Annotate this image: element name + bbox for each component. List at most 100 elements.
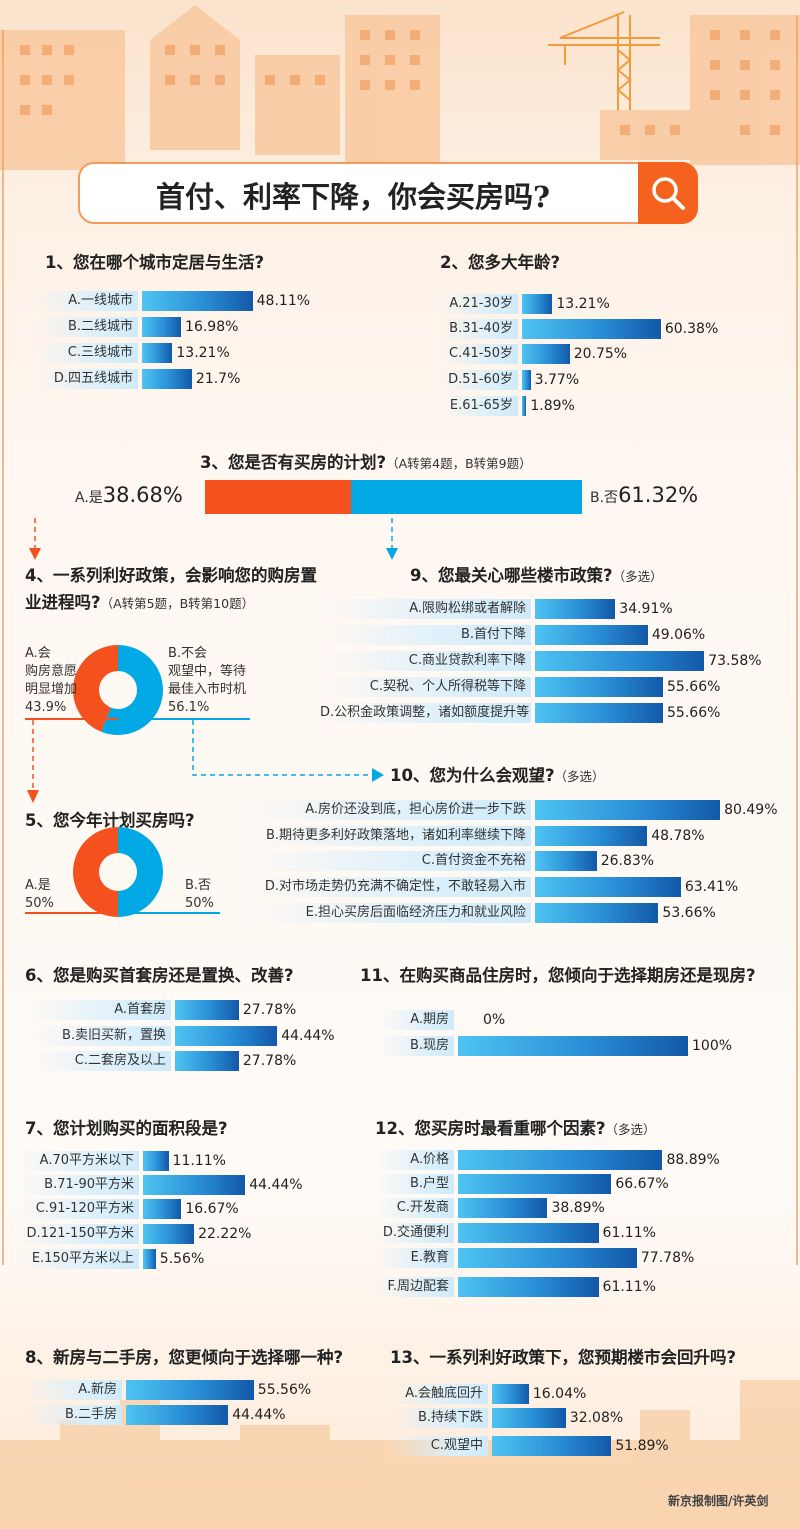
bar [126,1405,229,1425]
bar [535,800,721,820]
question-note: （多选） [554,769,605,784]
leader-line-b [118,912,220,914]
bar-label: C.三线城市 [35,343,138,363]
segment-a-label: A.是38.68% [75,483,183,507]
category-label: B.不会 [168,646,208,661]
bar-value-label: 88.89% [666,1152,720,1168]
bar [126,1380,254,1400]
bar-label: A.新房 [25,1380,122,1400]
value-label: 61.32% [618,483,699,507]
bar-label: C.开发商 [375,1198,454,1218]
bar [142,291,253,311]
bar [458,1036,688,1056]
question-text: 12、您买房时最看重哪个因素? [375,1119,606,1138]
question-text: 8、新房与二手房，您更倾向于选择哪一种? [25,1348,344,1367]
bar-label: C.商业贷款利率下降 [320,651,531,671]
donut-q5 [73,827,163,917]
leader-line-a [25,912,118,914]
value-label: 38.68% [102,483,183,507]
bar [535,903,659,923]
bar [535,677,664,697]
bar-value-label: 55.56% [257,1382,312,1398]
bar-value-label: 27.78% [242,1053,297,1069]
category-label: A.会 [25,646,51,661]
bar-label: B.户型 [375,1174,454,1194]
bar-label: D.51-60岁 [440,370,518,390]
bar-value-label: 63.41% [684,879,739,895]
category-label: A.是 [25,878,51,893]
bar-value-label: 48.78% [651,828,705,844]
bar-value-label: 27.78% [242,1002,297,1018]
bar-label: E.教育 [375,1248,454,1268]
bar-label: A.会触底回升 [390,1384,488,1404]
title-search-bar[interactable]: 首付、利率下降，你会买房吗? [78,162,698,224]
bar [458,1248,637,1268]
bar [458,1223,599,1243]
donut-slice-b [101,645,163,735]
category-label: B.否 [185,878,212,893]
donut-slice-a [72,645,118,732]
bar-value-label: 11.11% [172,1153,226,1169]
bar-value-label: 44.44% [249,1177,303,1193]
bar-value-label: 55.66% [667,705,721,721]
bar-value-label: 16.04% [532,1386,587,1402]
bar [522,396,527,416]
credit-text: 新京报制图/许英剑 [668,1494,769,1508]
chart-title-q10: 10、您为什么会观望?（多选） [390,762,605,790]
bar-label: A.70平方米以下 [15,1151,139,1171]
bar-value-label: 61.11% [602,1225,656,1241]
bar-value-label: 5.56% [159,1251,205,1267]
bar-value-label: 32.08% [569,1410,624,1426]
bar-label: D.交通便利 [375,1223,454,1243]
bar-label: A.21-30岁 [440,294,518,314]
chart-title-q11: 11、在购买商品住房时，您倾向于选择期房还是现房? [360,962,756,989]
search-button[interactable] [638,162,698,224]
bar-label: E.担心买房后面临经济压力和就业风险 [245,903,531,923]
bar-label: D.121-150平方米 [15,1224,139,1244]
donut-slice-a [73,827,118,917]
bar-label: C.观望中 [390,1436,488,1456]
question-text: 1、您在哪个城市定居与生活? [45,253,265,272]
bar-label: D.公积金政策调整，诸如额度提升等 [320,703,531,723]
bar-value-label: 44.44% [281,1028,335,1044]
bar-label: B.现房 [380,1036,454,1056]
bar [143,1224,195,1244]
bar-value-label: 13.21% [556,296,610,312]
bar-value-label: 53.66% [662,905,716,921]
donut-label-a: A.是 50% [25,877,83,913]
bar-value-label: 1.89% [530,398,575,414]
donut-label-b: B.否 50% [185,877,270,913]
bar-label: E.61-65岁 [440,396,518,416]
chart-title-q5: 5、您今年计划买房吗? [25,807,195,834]
bar [535,625,648,645]
category-label: A.是 [75,490,103,506]
bar-label: B.二手房 [25,1405,122,1425]
category-description: 观望中，等待最佳入市时机 [168,664,247,697]
chart-title-q13: 13、一系列利好政策下，您预期楼市会回升吗? [390,1344,736,1371]
bar-value-label: 38.89% [551,1200,605,1216]
bar-label: C.41-50岁 [440,344,518,364]
stacked-segment-b [350,480,582,514]
bar [522,370,531,390]
bar-label: C.二套房及以上 [30,1051,171,1071]
bar-value-label: 44.44% [232,1407,286,1423]
bar-label: A.一线城市 [35,291,138,311]
question-text: 5、您今年计划买房吗? [25,811,195,830]
bar [535,599,616,619]
bar [522,319,661,339]
bar [522,294,553,314]
search-icon [652,177,685,210]
bar [143,1151,169,1171]
question-text: 13、一系列利好政策下，您预期楼市会回升吗? [390,1348,737,1367]
bar-value-label: 22.22% [198,1226,252,1242]
question-text: 2、您多大年龄? [440,253,561,272]
bar [142,317,182,337]
bar-label: B.持续下跌 [390,1408,488,1428]
bar-label: B.首付下降 [320,625,531,645]
bar-value-label: 60.38% [664,321,719,337]
bar [458,1198,548,1218]
bar-label: B.71-90平方米 [15,1175,139,1195]
value-label: 56.1% [168,700,210,715]
question-text: 10、您为什么会观望? [390,766,555,785]
chart-title-q4: 4、一系列利好政策，会影响您的购房置业进程吗?（A转第5题，B转第10题） [25,562,330,617]
